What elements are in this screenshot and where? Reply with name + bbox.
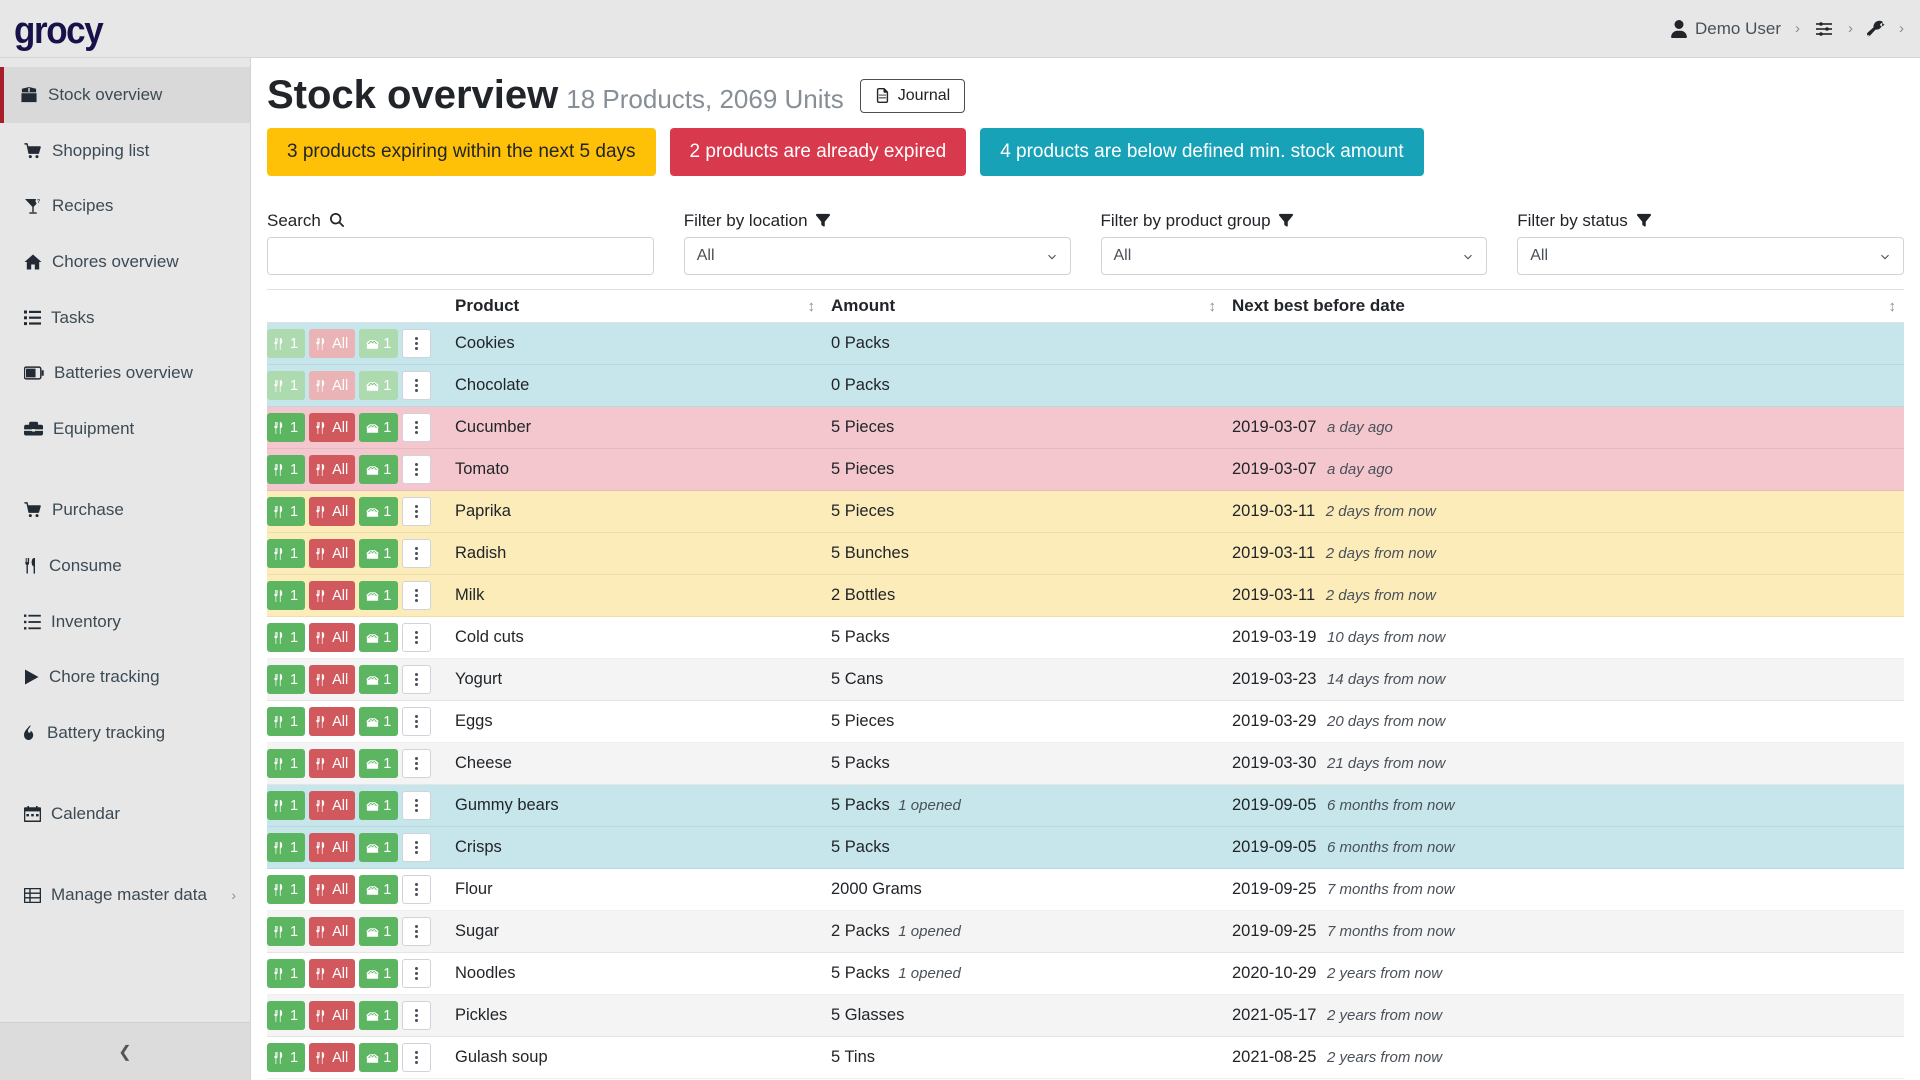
svg-text:?: ?: [37, 199, 40, 205]
